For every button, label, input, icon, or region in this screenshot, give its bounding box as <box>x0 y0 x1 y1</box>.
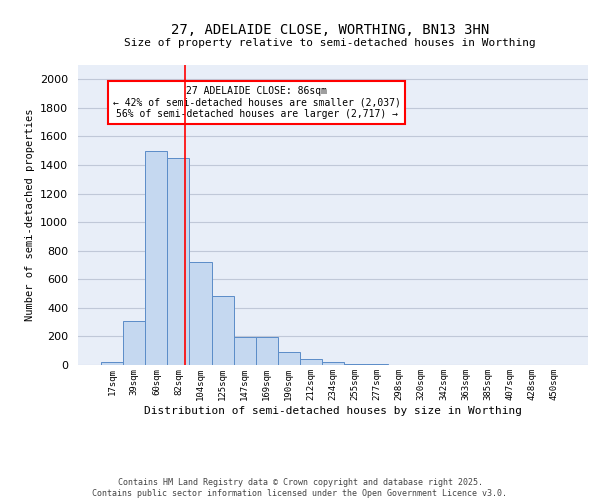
Bar <box>256 337 278 365</box>
Text: 27, ADELAIDE CLOSE, WORTHING, BN13 3HN: 27, ADELAIDE CLOSE, WORTHING, BN13 3HN <box>171 22 489 36</box>
Bar <box>190 262 212 365</box>
Text: 27 ADELAIDE CLOSE: 86sqm
← 42% of semi-detached houses are smaller (2,037)
56% o: 27 ADELAIDE CLOSE: 86sqm ← 42% of semi-d… <box>113 86 400 119</box>
X-axis label: Distribution of semi-detached houses by size in Worthing: Distribution of semi-detached houses by … <box>144 406 522 415</box>
Text: Size of property relative to semi-detached houses in Worthing: Size of property relative to semi-detach… <box>124 38 536 48</box>
Bar <box>322 362 344 365</box>
Bar <box>300 358 322 365</box>
Bar <box>123 320 145 365</box>
Bar <box>278 352 300 365</box>
Text: Contains HM Land Registry data © Crown copyright and database right 2025.
Contai: Contains HM Land Registry data © Crown c… <box>92 478 508 498</box>
Bar <box>344 364 366 365</box>
Bar <box>366 364 388 365</box>
Bar <box>101 362 123 365</box>
Y-axis label: Number of semi-detached properties: Number of semi-detached properties <box>25 109 35 322</box>
Bar <box>145 150 167 365</box>
Bar <box>167 158 190 365</box>
Bar <box>212 296 233 365</box>
Bar <box>233 337 256 365</box>
